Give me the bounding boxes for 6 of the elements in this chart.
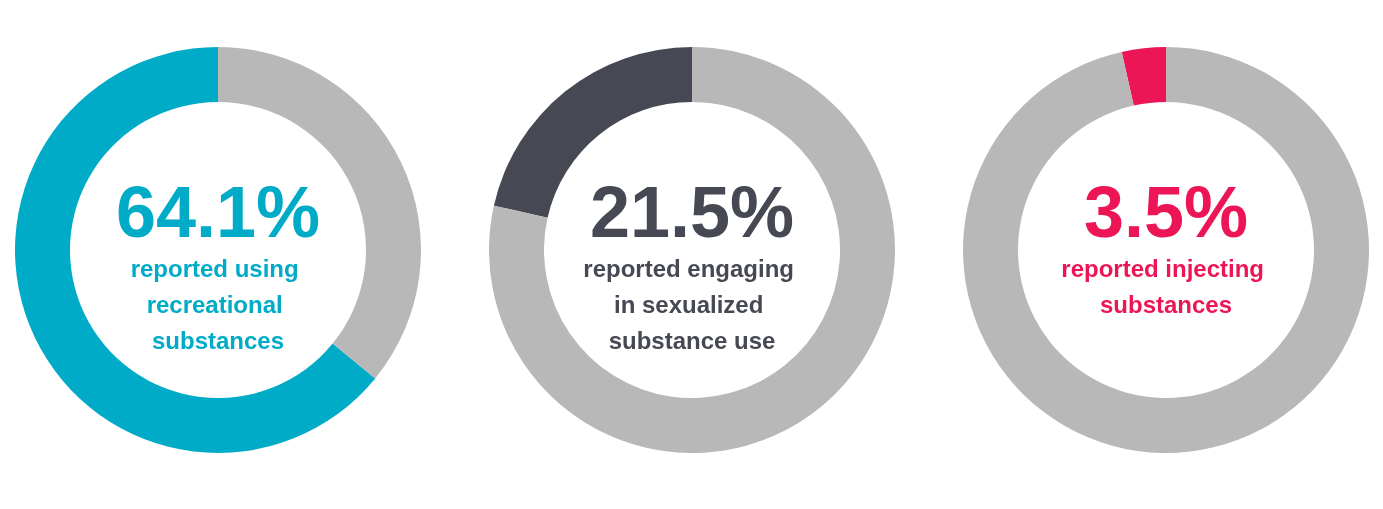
data-label: 64.1% <box>115 172 321 252</box>
text: reported injecting substances <box>1061 254 1271 318</box>
text: reported engaging in sexualized substance use <box>583 254 801 354</box>
data-label: 21.5% <box>589 172 795 252</box>
text: reported using recreational substances <box>130 254 306 354</box>
data-label: 3.5% <box>1083 172 1249 252</box>
